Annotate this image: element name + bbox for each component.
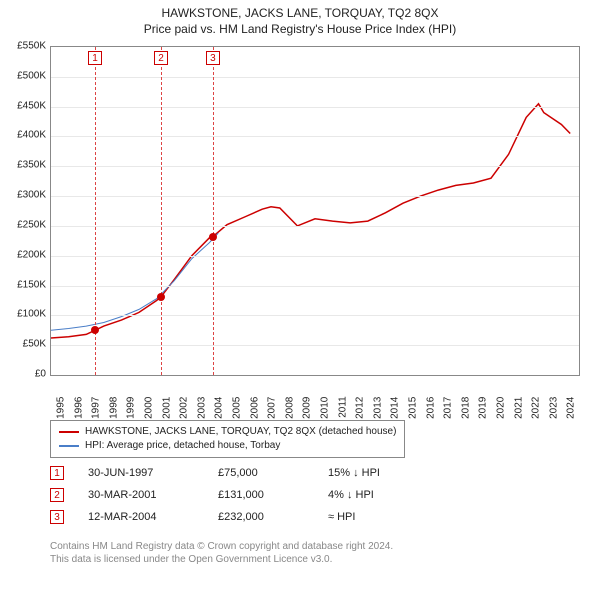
- y-axis: £0£50K£100K£150K£200K£250K£300K£350K£400…: [0, 46, 48, 376]
- chart-title: HAWKSTONE, JACKS LANE, TORQUAY, TQ2 8QX: [0, 6, 600, 20]
- footer: Contains HM Land Registry data © Crown c…: [50, 540, 393, 566]
- event-dot: [91, 326, 99, 334]
- x-tick-label: 2010: [320, 397, 331, 419]
- table-row: 2 30-MAR-2001 £131,000 4% ↓ HPI: [50, 484, 448, 506]
- x-tick-label: 2013: [372, 397, 383, 419]
- legend-item: HPI: Average price, detached house, Torb…: [59, 439, 396, 453]
- y-tick-label: £400K: [17, 130, 46, 141]
- series-line: [51, 104, 570, 338]
- x-tick-label: 2012: [355, 397, 366, 419]
- x-tick-label: 1995: [56, 397, 67, 419]
- x-tick-label: 2001: [161, 397, 172, 419]
- x-tick-label: 2009: [302, 397, 313, 419]
- legend-swatch: [59, 445, 79, 447]
- table-row: 3 12-MAR-2004 £232,000 ≈ HPI: [50, 506, 448, 528]
- table-row: 1 30-JUN-1997 £75,000 15% ↓ HPI: [50, 462, 448, 484]
- y-tick-label: £50K: [23, 339, 46, 350]
- event-price: £232,000: [218, 511, 328, 523]
- y-tick-label: £550K: [17, 41, 46, 52]
- x-tick-label: 2005: [232, 397, 243, 419]
- event-price: £131,000: [218, 489, 328, 501]
- x-tick-label: 2011: [337, 396, 348, 418]
- event-date: 30-MAR-2001: [64, 489, 218, 501]
- grid-line: [51, 136, 579, 137]
- event-date: 30-JUN-1997: [64, 467, 218, 479]
- grid-line: [51, 77, 579, 78]
- x-tick-label: 2017: [443, 397, 454, 419]
- x-tick-label: 1998: [108, 397, 119, 419]
- event-date: 12-MAR-2004: [64, 511, 218, 523]
- legend-label: HPI: Average price, detached house, Torb…: [85, 439, 280, 453]
- x-tick-label: 1996: [73, 397, 84, 419]
- y-tick-label: £0: [35, 369, 46, 380]
- plot-area: 1 2 3: [50, 46, 580, 376]
- event-num-box: 2: [50, 488, 64, 502]
- x-tick-label: 1997: [91, 397, 102, 419]
- x-tick-label: 2024: [566, 397, 577, 419]
- y-tick-label: £500K: [17, 70, 46, 81]
- event-delta: 15% ↓ HPI: [328, 467, 448, 479]
- footer-line: This data is licensed under the Open Gov…: [50, 553, 393, 566]
- y-tick-label: £350K: [17, 160, 46, 171]
- legend: HAWKSTONE, JACKS LANE, TORQUAY, TQ2 8QX …: [50, 420, 405, 458]
- y-tick-label: £450K: [17, 100, 46, 111]
- event-line: [213, 47, 214, 375]
- grid-line: [51, 226, 579, 227]
- x-tick-label: 2015: [408, 397, 419, 419]
- x-tick-label: 2018: [460, 397, 471, 419]
- footer-line: Contains HM Land Registry data © Crown c…: [50, 540, 393, 553]
- x-tick-label: 2022: [531, 397, 542, 419]
- event-marker-box: 3: [206, 51, 220, 65]
- y-tick-label: £200K: [17, 249, 46, 260]
- title-block: HAWKSTONE, JACKS LANE, TORQUAY, TQ2 8QX …: [0, 0, 600, 36]
- x-tick-label: 2008: [284, 397, 295, 419]
- y-tick-label: £250K: [17, 219, 46, 230]
- event-delta: ≈ HPI: [328, 511, 448, 523]
- event-dot: [209, 233, 217, 241]
- legend-item: HAWKSTONE, JACKS LANE, TORQUAY, TQ2 8QX …: [59, 425, 396, 439]
- x-tick-label: 2023: [548, 397, 559, 419]
- legend-label: HAWKSTONE, JACKS LANE, TORQUAY, TQ2 8QX …: [85, 425, 396, 439]
- event-marker-box: 2: [154, 51, 168, 65]
- grid-line: [51, 256, 579, 257]
- x-tick-label: 2016: [425, 397, 436, 419]
- grid-line: [51, 196, 579, 197]
- x-tick-label: 2004: [214, 397, 225, 419]
- x-tick-label: 2021: [513, 397, 524, 419]
- chart-svg: [51, 47, 579, 375]
- x-tick-label: 2006: [249, 397, 260, 419]
- y-tick-label: £300K: [17, 190, 46, 201]
- x-tick-label: 2014: [390, 397, 401, 419]
- event-price: £75,000: [218, 467, 328, 479]
- event-marker-box: 1: [88, 51, 102, 65]
- x-tick-label: 2019: [478, 397, 489, 419]
- x-tick-label: 1999: [126, 397, 137, 419]
- x-tick-label: 2002: [179, 397, 190, 419]
- y-tick-label: £100K: [17, 309, 46, 320]
- event-delta: 4% ↓ HPI: [328, 489, 448, 501]
- x-tick-label: 2007: [267, 397, 278, 419]
- event-table: 1 30-JUN-1997 £75,000 15% ↓ HPI 2 30-MAR…: [50, 462, 448, 528]
- grid-line: [51, 107, 579, 108]
- legend-swatch: [59, 431, 79, 433]
- event-line: [161, 47, 162, 375]
- event-dot: [157, 293, 165, 301]
- chart-container: HAWKSTONE, JACKS LANE, TORQUAY, TQ2 8QX …: [0, 0, 600, 590]
- chart-subtitle: Price paid vs. HM Land Registry's House …: [0, 22, 600, 36]
- x-tick-label: 2003: [196, 397, 207, 419]
- x-tick-label: 2000: [144, 397, 155, 419]
- grid-line: [51, 286, 579, 287]
- grid-line: [51, 166, 579, 167]
- x-tick-label: 2020: [496, 397, 507, 419]
- grid-line: [51, 315, 579, 316]
- event-num-box: 1: [50, 466, 64, 480]
- y-tick-label: £150K: [17, 279, 46, 290]
- event-num-box: 3: [50, 510, 64, 524]
- x-axis: 1995 1996 1997 1998 1999 2000 2001 2002 2003 2004…: [50, 378, 580, 418]
- grid-line: [51, 345, 579, 346]
